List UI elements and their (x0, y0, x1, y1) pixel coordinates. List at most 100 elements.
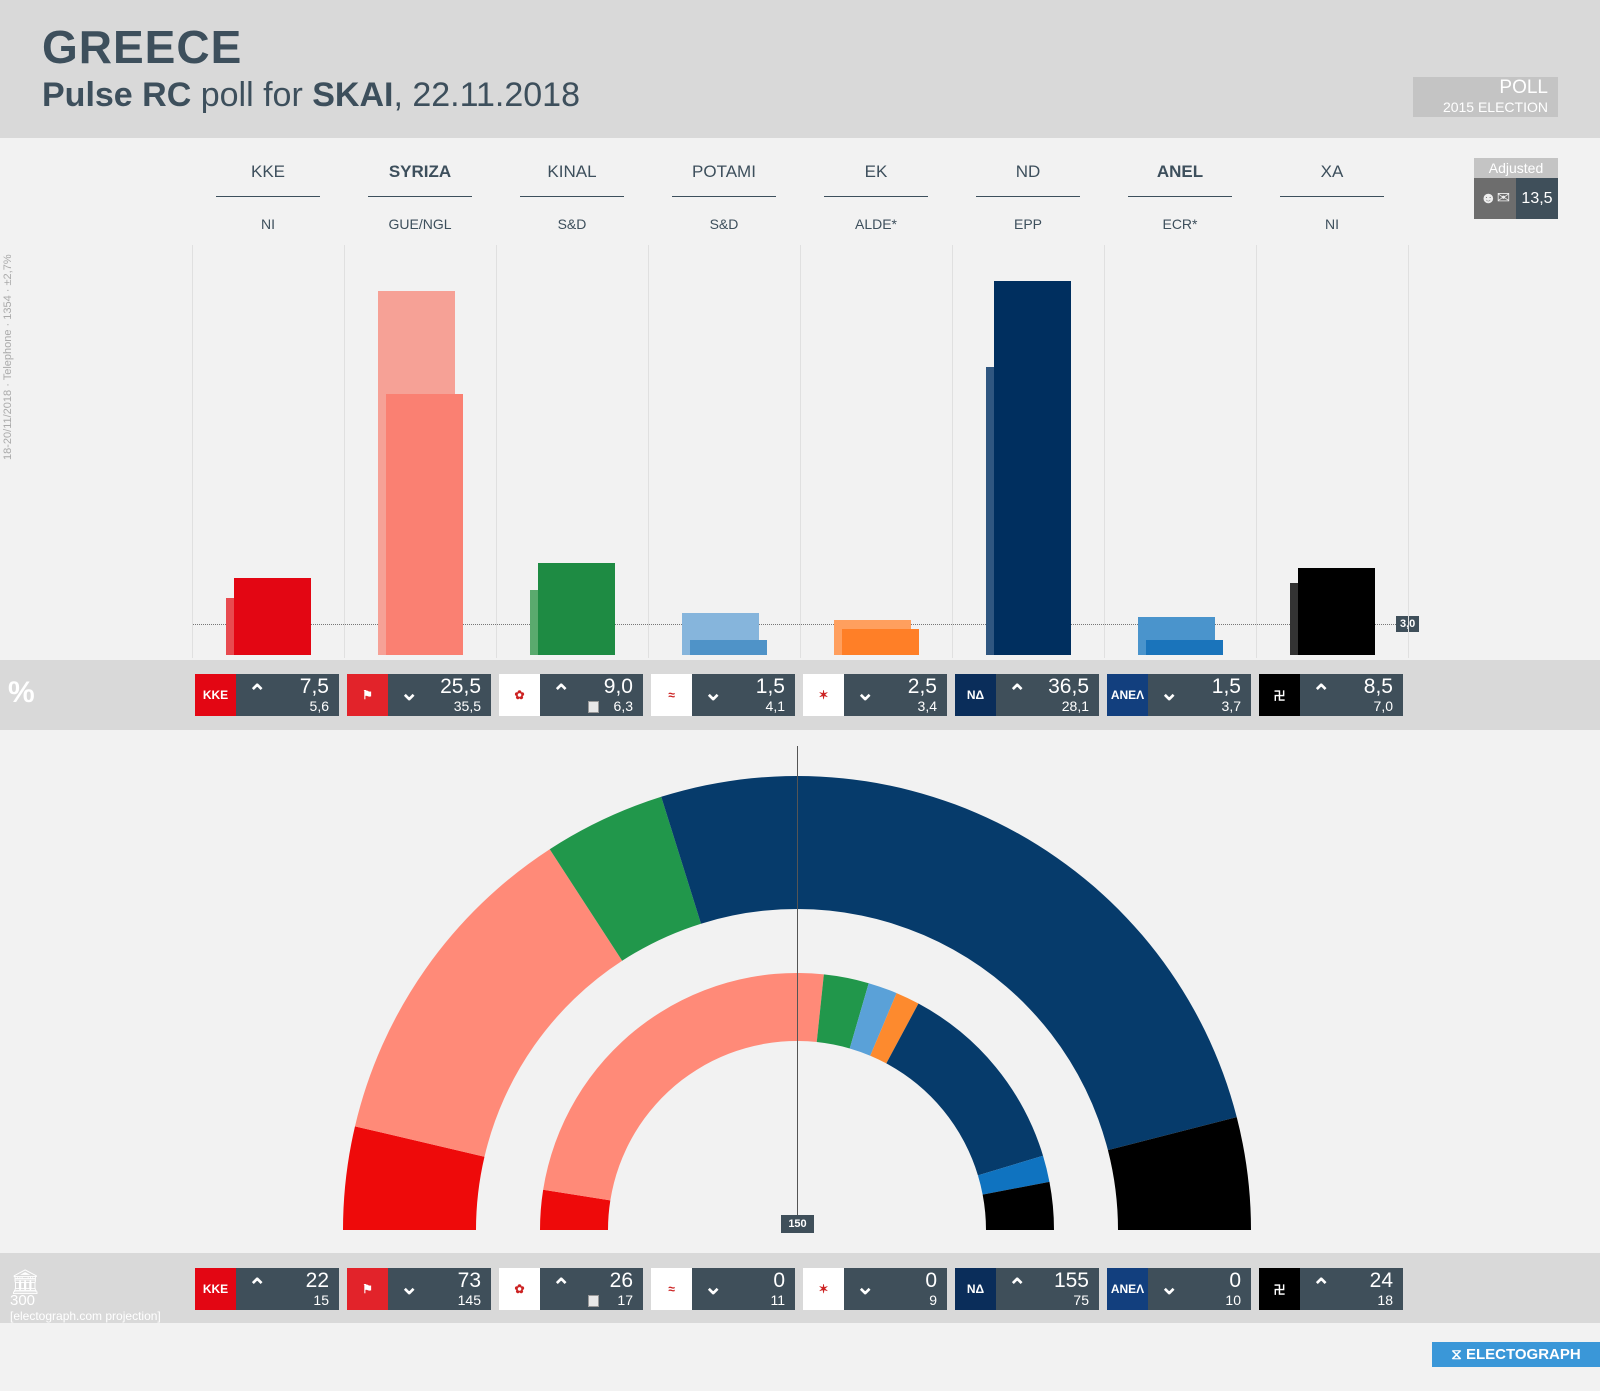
arrow-down-icon: ⌄ (400, 680, 419, 705)
bar-poll-kinal (538, 562, 615, 655)
poll-seats: 73 (457, 1269, 481, 1292)
percent-box-kke: ⌃ 7,5 5,6 (236, 674, 339, 716)
arrow-down-icon: ⌄ (704, 680, 723, 705)
party-name-syriza: SYRIZA (368, 162, 472, 197)
seats-box-xa: ⌃ 24 18 (1300, 1268, 1403, 1310)
party-name-ek: EK (824, 162, 928, 197)
party-logo-anel: ΑΝΕΛ (1107, 1268, 1148, 1310)
poll-seats: 24 (1369, 1269, 1393, 1292)
column-separator (496, 245, 497, 658)
percent-box-ek: ⌄ 2,5 3,4 (844, 674, 947, 716)
party-logo-kke: KKE (195, 1268, 236, 1310)
poll-date: , 22.11.2018 (393, 76, 581, 114)
seat-arc-previous-ek (870, 993, 919, 1064)
majority-label: 150 (781, 1215, 814, 1233)
column-separator (648, 245, 649, 658)
party-logo-nd: ΝΔ (955, 674, 996, 716)
percent-box-anel: ⌄ 1,5 3,7 (1148, 674, 1251, 716)
party-group-syriza: GUE/NGL (388, 216, 452, 232)
arrow-down-icon: ⌄ (856, 1274, 875, 1299)
previous-percent: 28,1 (1061, 698, 1089, 714)
previous-percent: 3,7 (1221, 698, 1241, 714)
column-separator (952, 245, 953, 658)
column-separator (192, 245, 193, 658)
previous-party-logo-icon (588, 701, 599, 713)
electograph-logo[interactable]: ⧖ ELECTOGRAPH (1432, 1342, 1600, 1367)
previous-seats: 9 (929, 1292, 937, 1308)
country-title: GREECE (42, 21, 243, 73)
arrow-up-icon: ⌃ (552, 1274, 571, 1299)
legend-box: POLL 2015 ELECTION (1413, 77, 1558, 117)
column-separator (344, 245, 345, 658)
party-group-nd: EPP (1013, 216, 1042, 232)
arrow-down-icon: ⌄ (1160, 680, 1179, 705)
column-separator (800, 245, 801, 658)
party-group-kinal: S&D (557, 216, 587, 232)
arrow-up-icon: ⌃ (552, 680, 571, 705)
poll-seats: 26 (609, 1269, 633, 1292)
majority-line (797, 746, 798, 1230)
bar-poll-potami (690, 639, 767, 655)
percent-box-xa: ⌃ 8,5 7,0 (1300, 674, 1403, 716)
previous-percent: 35,5 (453, 698, 481, 714)
party-logo-syriza: ⚑ (347, 1268, 388, 1310)
column-separator (1104, 245, 1105, 658)
party-logo-xa: 卍 (1259, 1268, 1300, 1310)
poll-percent: 1,5 (1211, 675, 1241, 698)
seat-arc-previous-xa (982, 1181, 1054, 1230)
previous-percent: 7,0 (1373, 698, 1393, 714)
bar-poll-xa (1298, 567, 1375, 655)
seats-box-ek: ⌄ 0 9 (844, 1268, 947, 1310)
brand-label: ELECTOGRAPH (1465, 1346, 1581, 1363)
electograph-icon: ⧖ (1451, 1346, 1466, 1363)
arrow-down-icon: ⌄ (856, 680, 875, 705)
seat-arc-poll-syriza (354, 849, 623, 1157)
arrow-up-icon: ⌃ (1008, 680, 1027, 705)
legend-previous: 2015 ELECTION (1442, 99, 1548, 115)
percent-box-kinal: ⌃ 9,0 6,3 (540, 674, 643, 716)
percent-box-syriza: ⌄ 25,5 35,5 (388, 674, 491, 716)
party-name-potami: POTAMI (672, 162, 776, 197)
arrow-up-icon: ⌃ (1312, 1274, 1331, 1299)
party-logo-potami: ≈ (651, 1268, 692, 1310)
poll-for: poll for (200, 76, 303, 114)
party-name-xa: XA (1280, 162, 1384, 197)
percent-box-nd: ⌃ 36,5 28,1 (996, 674, 1099, 716)
poll-percent: 2,5 (907, 675, 937, 698)
adjusted-label: Adjusted (1474, 158, 1558, 178)
poll-percent: 36,5 (1048, 675, 1089, 698)
seats-total: 300 (10, 1292, 36, 1309)
previous-party-logo-icon (588, 1295, 599, 1307)
seat-arc-previous-syriza (543, 972, 824, 1201)
client: SKAI (312, 76, 394, 114)
party-logo-syriza: ⚑ (347, 674, 388, 716)
poll-seats: 155 (1053, 1269, 1089, 1292)
poll-percent: 9,0 (603, 675, 633, 698)
poll-subtitle: Pulse RC poll for SKAI, 22.11.2018 (42, 76, 580, 115)
threshold-label: 3,0 (1396, 616, 1420, 632)
seats-box-potami: ⌄ 0 11 (692, 1268, 795, 1310)
seat-arc-poll-nd (661, 776, 1237, 1151)
arrow-down-icon: ⌄ (400, 1274, 419, 1299)
percent-box-potami: ⌄ 1,5 4,1 (692, 674, 795, 716)
party-logo-kinal: ✿ (499, 674, 540, 716)
bar-poll-anel (1146, 639, 1223, 655)
bar-poll-nd (994, 280, 1071, 655)
party-logo-ek: ✶ (803, 1268, 844, 1310)
bar-poll-syriza (386, 393, 463, 655)
seat-arc-previous-nd (886, 1003, 1044, 1176)
arrow-up-icon: ⌃ (1312, 680, 1331, 705)
parliament-icon: 🏛 (10, 1269, 41, 1296)
previous-seats: 11 (770, 1292, 785, 1308)
seat-arc-previous-kinal (816, 974, 869, 1049)
party-group-potami: S&D (709, 216, 739, 232)
legend-current: POLL (1499, 77, 1548, 98)
previous-seats: 17 (617, 1292, 633, 1308)
adjusted-box: Adjusted ☻✉ 13,5 (1474, 158, 1558, 219)
poll-percent: 25,5 (440, 675, 481, 698)
previous-percent: 6,3 (613, 698, 633, 714)
seats-note: [electograph.com projection] (10, 1309, 161, 1323)
seats-box-syriza: ⌄ 73 145 (388, 1268, 491, 1310)
methodology-note: 18-20/11/2018 · Telephone · 1354 · ±2,7% (2, 254, 14, 460)
party-group-xa: NI (1325, 216, 1339, 232)
